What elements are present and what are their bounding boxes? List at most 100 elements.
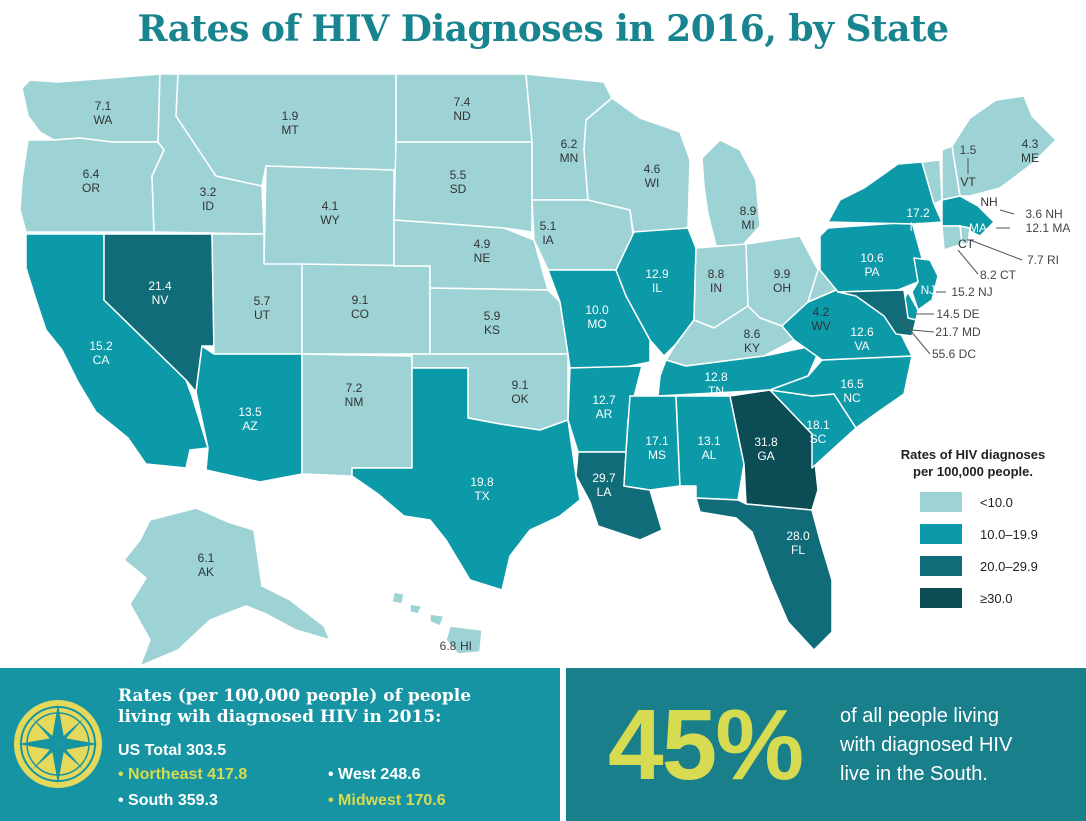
state-rate-label: 10.0 [585,303,609,317]
state-rate-label: 9.1 [512,378,529,392]
legend-item: 20.0–29.9 [920,556,1078,576]
state-abbr-label: CO [351,307,369,321]
state-rate-label: 5.1 [540,219,557,233]
compass-icon [14,700,102,788]
state-sd[interactable] [393,141,533,233]
state-abbr-label: ME [1021,151,1039,165]
prevalence-title: Rates (per 100,000 people) of people liv… [118,686,548,728]
state-rate-label: 21.4 [148,279,172,293]
state-il[interactable] [615,227,697,357]
legend-item: ≥30.0 [920,588,1078,608]
state-rate-label: 8.6 [744,327,761,341]
state-wa[interactable] [21,73,161,143]
state-callout-label: 7.7 RI [1027,253,1059,267]
state-callout-label: 14.5 DE [936,307,979,321]
state-abbr-label: MA [969,221,987,235]
state-rate-label: 17.2 [906,206,930,220]
us-total: US Total 303.5 [118,742,227,759]
state-rate-label: 13.5 [238,405,262,419]
legend-label: ≥30.0 [980,590,1013,606]
legend-swatch [920,588,962,608]
state-ct[interactable] [941,225,963,251]
state-rate-label: 12.8 [704,370,728,384]
legend-title-line2: per 100,000 people. [913,464,1033,479]
state-rate-label: 29.7 [592,471,616,485]
state-abbr-label: IN [710,281,722,295]
region-midwest: • Midwest 170.6 [328,792,446,809]
state-rate-label: 13.1 [697,434,721,448]
state-wi[interactable] [583,97,691,237]
legend-item: <10.0 [920,492,1078,512]
state-abbr-label: ID [202,199,214,213]
region-west: • West 248.6 [328,766,421,783]
state-rate-label: 4.6 [644,162,661,176]
state-abbr-label: CA [93,353,110,367]
state-rate-label: 15.2 [89,339,113,353]
south-description-line2: with diagnosed HIV [840,734,1013,756]
state-rate-label: 7.1 [95,99,112,113]
state-rate-label: 4.3 [1022,137,1039,151]
south-description-line1: of all people living [840,705,999,727]
state-abbr-label: MO [587,317,606,331]
state-nc[interactable] [769,355,913,429]
state-rate-label: 16.5 [840,377,864,391]
state-abbr-label: OH [773,281,791,295]
state-tx[interactable] [351,367,581,591]
state-rate-label: 5.5 [450,168,467,182]
legend-item: 10.0–19.9 [920,524,1078,544]
leader-line [999,209,1015,215]
state-abbr-label: TN [708,384,724,398]
state-rate-label: 9.9 [774,267,791,281]
state-rate-label: 10.6 [860,251,884,265]
state-hi[interactable] [391,591,483,655]
state-abbr-label: NC [843,391,861,405]
region-south: • South 359.3 [118,792,218,809]
state-abbr-label: WA [94,113,113,127]
state-rate-label: 5.7 [254,294,271,308]
legend-title-line1: Rates of HIV diagnoses [900,447,1046,462]
state-abbr-label: AK [198,565,214,579]
state-abbr-label: MN [560,151,579,165]
legend-swatch [920,524,962,544]
state-abbr-label: WI [645,176,660,190]
map-legend: Rates of HIV diagnoses per 100,000 peopl… [868,446,1078,608]
state-abbr-label: NY [910,220,927,234]
state-rate-label: 12.9 [645,267,669,281]
region-northeast: • Northeast 417.8 [118,766,248,783]
state-me[interactable] [951,95,1057,197]
state-abbr-label: PA [864,265,879,279]
state-abbr-label: NV [152,293,169,307]
state-nj[interactable] [911,257,939,311]
state-mi[interactable] [701,139,761,247]
state-abbr-label: KY [744,341,760,355]
state-rate-label: 8.8 [708,267,725,281]
state-abbr-label: MS [648,448,666,462]
legend-swatch [920,492,962,512]
state-callout-label: 21.7 MD [935,325,981,339]
prevalence-title-line1: Rates (per 100,000 people) of people [118,686,472,706]
state-ak[interactable] [123,507,331,665]
prevalence-title-line2: living wih diagnosed HIV in 2015: [118,707,442,727]
state-abbr-label: WY [320,213,339,227]
state-rate-label: 5.9 [484,309,501,323]
south-description: of all people living with diagnosed HIV … [840,702,1070,789]
state-rate-label: 4.9 [474,237,491,251]
state-rate-label: 6.4 [83,167,100,181]
state-abbr-label: AZ [242,419,257,433]
state-abbr-label: UT [254,308,271,322]
state-abbr-label: CT [958,237,975,251]
state-nm[interactable] [301,353,413,477]
state-md[interactable] [837,289,917,337]
state-abbr-label: MT [281,123,299,137]
state-rate-label: 7.4 [454,95,471,109]
state-abbr-label: NJ [921,283,936,297]
state-callout-label: 12.1 MA [1026,221,1071,235]
state-abbr-label: TX [474,489,489,503]
south-percentage: 45% [608,689,804,801]
state-fl[interactable] [695,497,833,651]
state-abbr-label: NM [345,395,364,409]
state-abbr-label: VT [960,175,976,189]
state-callout-label: 3.6 NH [1025,207,1062,221]
legend-swatch [920,556,962,576]
state-rate-label: 28.0 [786,529,810,543]
